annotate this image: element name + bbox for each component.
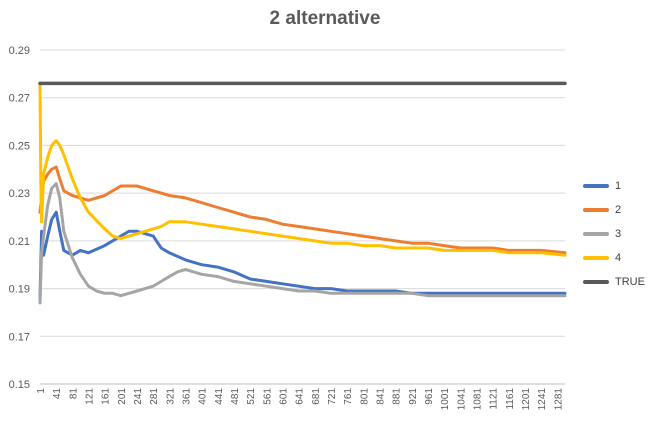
x-tick-label: 81 bbox=[68, 388, 79, 400]
x-tick-label: 1081 bbox=[472, 388, 483, 411]
y-tick-label: 0.23 bbox=[9, 188, 30, 200]
x-tick-label: 161 bbox=[101, 388, 112, 405]
series-layer bbox=[38, 81, 567, 305]
legend-swatch bbox=[583, 256, 609, 260]
x-tick-label: 841 bbox=[375, 388, 386, 405]
series-line-4 bbox=[38, 81, 567, 257]
legend-label: TRUE bbox=[615, 276, 645, 288]
x-tick-label: 1281 bbox=[553, 388, 564, 411]
series-line-3 bbox=[38, 182, 567, 305]
legend-swatch bbox=[583, 280, 609, 284]
legend-swatch bbox=[583, 208, 609, 212]
legend-item: 3 bbox=[583, 222, 645, 246]
y-tick-label: 0.29 bbox=[9, 45, 30, 57]
x-tick-label: 601 bbox=[278, 388, 289, 405]
gridlines bbox=[40, 49, 565, 385]
x-tick-label: 1041 bbox=[456, 388, 467, 411]
x-tick-label: 521 bbox=[246, 388, 257, 405]
x-tick-label: 1201 bbox=[521, 388, 532, 411]
legend-item: 4 bbox=[583, 246, 645, 270]
x-tick-label: 481 bbox=[230, 388, 241, 405]
legend-swatch bbox=[583, 184, 609, 188]
x-tick-label: 201 bbox=[117, 388, 128, 405]
x-tick-label: 561 bbox=[262, 388, 273, 405]
legend-item: TRUE bbox=[583, 270, 645, 294]
x-tick-label: 1241 bbox=[537, 388, 548, 411]
legend-label: 2 bbox=[615, 204, 622, 216]
y-tick-label: 0.25 bbox=[9, 140, 30, 152]
x-tick-label: 321 bbox=[165, 388, 176, 405]
y-tick-label: 0.19 bbox=[9, 284, 30, 296]
legend-label: 1 bbox=[615, 180, 622, 192]
x-tick-label: 241 bbox=[133, 388, 144, 405]
x-tick-label: 641 bbox=[295, 388, 306, 405]
chart-title: 2 alternative bbox=[269, 8, 381, 29]
x-tick-label: 1 bbox=[36, 388, 47, 394]
legend-label: 4 bbox=[615, 252, 622, 264]
legend-item: 2 bbox=[583, 198, 645, 222]
y-tick-label: 0.27 bbox=[9, 93, 30, 105]
x-tick-label: 921 bbox=[408, 388, 419, 405]
legend-item: 1 bbox=[583, 174, 645, 198]
x-tick-label: 721 bbox=[327, 388, 338, 405]
x-tick-label: 281 bbox=[149, 388, 160, 405]
x-tick-label: 1121 bbox=[489, 388, 500, 410]
x-tick-label: 441 bbox=[214, 388, 225, 405]
x-tick-label: 761 bbox=[343, 388, 354, 405]
y-axis: 0.15 0.17 0.19 0.21 0.23 0.25 0.27 0.29 bbox=[9, 45, 30, 391]
y-tick-label: 0.21 bbox=[9, 236, 30, 248]
series-line-2 bbox=[38, 165, 567, 255]
x-tick-label: 361 bbox=[181, 388, 192, 405]
x-tick-label: 801 bbox=[359, 388, 370, 405]
series-line-1 bbox=[38, 210, 567, 300]
x-tick-label: 881 bbox=[392, 388, 403, 405]
x-tick-label: 41 bbox=[52, 388, 63, 400]
legend: 1 2 3 4 TRUE bbox=[583, 174, 645, 294]
y-tick-label: 0.15 bbox=[9, 379, 30, 391]
x-tick-label: 681 bbox=[311, 388, 322, 405]
legend-label: 3 bbox=[615, 228, 622, 240]
x-tick-label: 401 bbox=[198, 388, 209, 405]
x-tick-label: 961 bbox=[424, 388, 435, 405]
x-tick-label: 1001 bbox=[440, 388, 451, 411]
legend-swatch bbox=[583, 232, 609, 236]
x-tick-label: 121 bbox=[84, 388, 95, 405]
x-tick-label: 1161 bbox=[505, 388, 516, 410]
x-axis: 1 41 81 121 161 201 241 281 321 361 401 441 481 521 56… bbox=[36, 388, 564, 411]
y-tick-label: 0.17 bbox=[9, 331, 30, 343]
